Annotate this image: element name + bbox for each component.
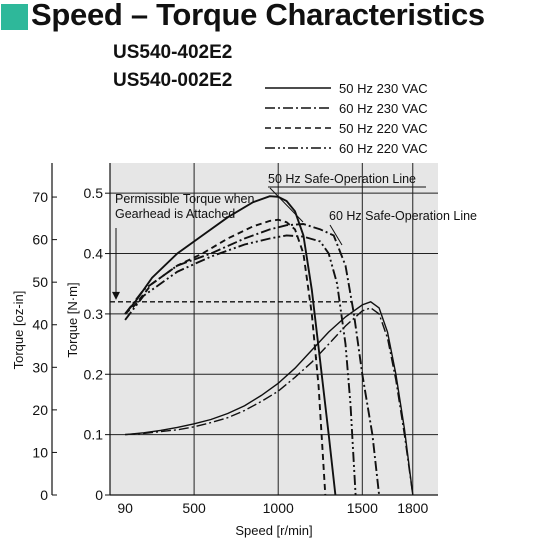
safe-operation-label-60hz: 60 Hz Safe-Operation Line bbox=[329, 209, 477, 223]
y2-tick-label: 0 bbox=[40, 487, 48, 503]
y-tick-label: 0.1 bbox=[84, 427, 104, 443]
page-title: Speed – Torque Characteristics bbox=[31, 0, 485, 32]
safe-operation-label-50hz: 50 Hz Safe-Operation Line bbox=[268, 172, 416, 186]
y-tick-label: 0.2 bbox=[84, 366, 104, 382]
series-line-1 bbox=[124, 195, 337, 496]
x-tick-label: 1500 bbox=[347, 500, 378, 516]
legend-label-1: 50 Hz 230 VAC bbox=[339, 81, 428, 96]
y2-axis-label: Torque [oz-in] bbox=[11, 291, 26, 370]
x-tick-label: 1000 bbox=[263, 500, 294, 516]
plot-background bbox=[110, 163, 438, 495]
y-tick-label: 0 bbox=[95, 487, 103, 503]
y2-tick-label: 30 bbox=[32, 359, 48, 375]
y2-tick-label: 20 bbox=[32, 402, 48, 418]
header: Speed – Torque Characteristics bbox=[0, 0, 541, 34]
y2-tick-label: 70 bbox=[32, 189, 48, 205]
legend-label-2: 60 Hz 230 VAC bbox=[339, 101, 428, 116]
y2-tick-label: 50 bbox=[32, 274, 48, 290]
x-tick-label: 500 bbox=[182, 500, 206, 516]
x-tick-label: 90 bbox=[117, 500, 133, 516]
y-tick-label: 0.3 bbox=[84, 306, 104, 322]
safe-operation-leader-60hz bbox=[329, 224, 343, 246]
model-name-1: US540-402E2 bbox=[113, 42, 233, 63]
accent-square-icon bbox=[1, 4, 28, 30]
series-line-3 bbox=[124, 218, 327, 496]
y2-tick-label: 10 bbox=[32, 444, 48, 460]
y2-tick-label: 60 bbox=[32, 232, 48, 248]
permissible-torque-label-line1: Permissible Torque when bbox=[115, 192, 254, 206]
x-axis-label: Speed [r/min] bbox=[235, 523, 312, 538]
permissible-torque-label-line2: Gearhead is Attached bbox=[115, 207, 235, 221]
y2-tick-label: 40 bbox=[32, 317, 48, 333]
y-tick-label: 0.4 bbox=[84, 246, 104, 262]
y-axis-label: Torque [N·m] bbox=[65, 282, 80, 357]
safe-operation-line bbox=[125, 301, 414, 496]
model-name-2: US540-002E2 bbox=[113, 70, 233, 91]
legend-label-3: 50 Hz 220 VAC bbox=[339, 121, 428, 136]
x-tick-label: 1800 bbox=[397, 500, 428, 516]
series-line-2 bbox=[124, 223, 381, 496]
legend-label-4: 60 Hz 220 VAC bbox=[339, 141, 428, 156]
y-tick-label: 0.5 bbox=[84, 185, 104, 201]
permissible-torque-arrow-icon bbox=[112, 291, 120, 300]
safe-operation-line bbox=[125, 307, 414, 496]
series-line-4 bbox=[124, 234, 357, 496]
